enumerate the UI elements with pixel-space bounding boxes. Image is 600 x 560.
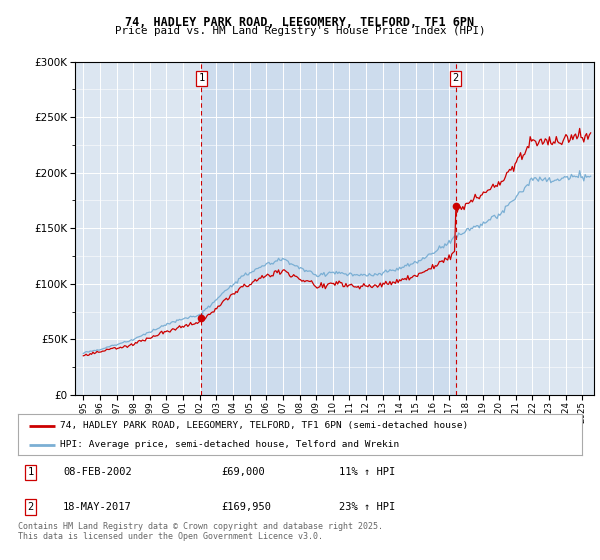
Text: 2: 2 (452, 73, 459, 83)
Text: HPI: Average price, semi-detached house, Telford and Wrekin: HPI: Average price, semi-detached house,… (60, 440, 400, 449)
Text: Contains HM Land Registry data © Crown copyright and database right 2025.
This d: Contains HM Land Registry data © Crown c… (18, 522, 383, 542)
Text: Price paid vs. HM Land Registry's House Price Index (HPI): Price paid vs. HM Land Registry's House … (115, 26, 485, 36)
Text: 23% ↑ HPI: 23% ↑ HPI (340, 502, 396, 512)
Text: 74, HADLEY PARK ROAD, LEEGOMERY, TELFORD, TF1 6PN: 74, HADLEY PARK ROAD, LEEGOMERY, TELFORD… (125, 16, 475, 29)
Text: £169,950: £169,950 (221, 502, 271, 512)
Bar (202, 62, 455, 395)
Text: 1: 1 (27, 468, 34, 478)
Text: £69,000: £69,000 (221, 468, 265, 478)
Text: 18-MAY-2017: 18-MAY-2017 (63, 502, 132, 512)
Text: 11% ↑ HPI: 11% ↑ HPI (340, 468, 396, 478)
Text: 1: 1 (198, 73, 205, 83)
Text: 08-FEB-2002: 08-FEB-2002 (63, 468, 132, 478)
Text: 2: 2 (27, 502, 34, 512)
Text: 74, HADLEY PARK ROAD, LEEGOMERY, TELFORD, TF1 6PN (semi-detached house): 74, HADLEY PARK ROAD, LEEGOMERY, TELFORD… (60, 421, 469, 430)
